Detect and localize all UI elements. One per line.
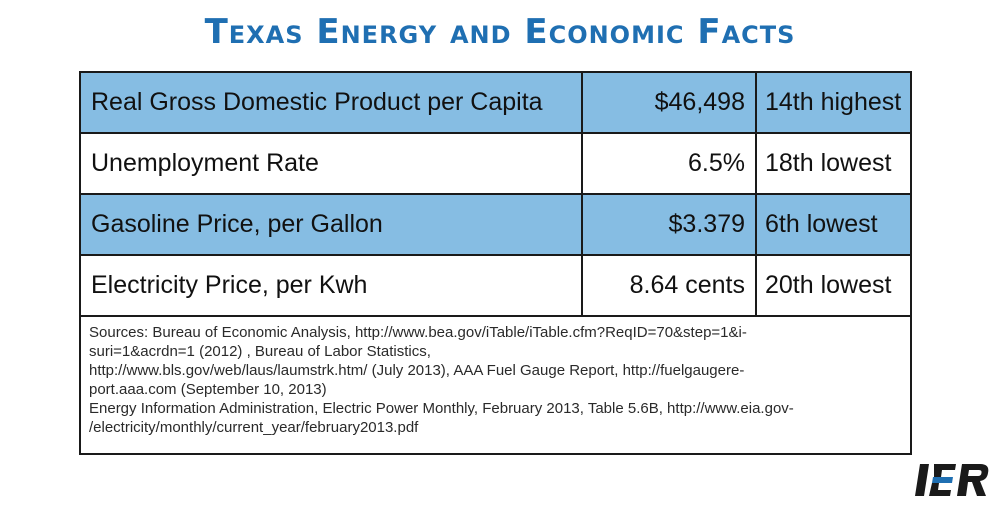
source-line: Sources: Bureau of Economic Analysis, ht… [89,324,747,341]
source-line: port.aaa.com (September 10, 2013) [89,381,327,398]
row-label: Electricity Price, per Kwh [81,254,583,317]
facts-grid: Real Gross Domestic Product per Capita $… [81,73,910,317]
table-row: Real Gross Domestic Product per Capita $… [81,73,910,134]
row-value: $3.379 [581,193,757,256]
source-line: /electricity/monthly/current_year/februa… [89,419,419,436]
source-line: suri=1&acrdn=1 (2012) , Bureau of Labor … [89,343,431,360]
row-rank: 6th lowest [755,193,910,256]
ier-logo [915,464,989,496]
row-value: 6.5% [581,132,757,195]
row-value: 8.64 cents [581,254,757,317]
table-row: Gasoline Price, per Gallon $3.379 6th lo… [81,193,910,256]
source-line: http://www.bls.gov/web/laus/laumstrk.htm… [89,362,745,379]
row-rank: 14th highest [755,73,910,134]
table-row: Unemployment Rate 6.5% 18th lowest [81,132,910,195]
row-rank: 18th lowest [755,132,910,195]
row-label: Gasoline Price, per Gallon [81,193,583,256]
page-title: Texas Energy and Economic Facts [204,12,796,52]
facts-table: Real Gross Domestic Product per Capita $… [79,71,912,455]
row-rank: 20th lowest [755,254,910,317]
sources-note: Sources: Bureau of Economic Analysis, ht… [81,317,910,437]
row-value: $46,498 [581,73,757,134]
source-line: Energy Information Administration, Elect… [89,400,794,417]
row-label: Unemployment Rate [81,132,583,195]
row-label: Real Gross Domestic Product per Capita [81,73,583,134]
table-row: Electricity Price, per Kwh 8.64 cents 20… [81,254,910,317]
